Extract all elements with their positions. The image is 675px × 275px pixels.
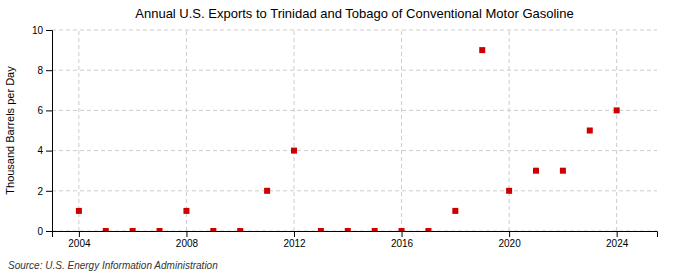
point	[291, 148, 297, 154]
y-axis-line	[46, 31, 53, 232]
tick: 0	[37, 226, 52, 237]
point	[345, 228, 351, 231]
source: Source: U.S. Energy Information Administ…	[8, 260, 218, 271]
y-grid-line	[52, 150, 657, 151]
x-grid-line	[616, 30, 617, 231]
tick-label: 2024	[606, 238, 629, 249]
tick-label: 6	[37, 105, 43, 116]
tick: 2012	[283, 231, 306, 249]
y-axis: 0 2 4 6 8 10	[32, 25, 53, 237]
point	[76, 208, 82, 214]
tick-mark	[402, 231, 403, 237]
y-grid-line	[52, 70, 657, 71]
point	[614, 107, 620, 113]
x-grid-line	[401, 30, 402, 231]
tick-label: 2008	[176, 238, 199, 249]
tick: 8	[37, 65, 52, 76]
tick-label: 2020	[498, 238, 521, 249]
chart: 2004 2008 2012 2016 2020 2024 0 2 4 6 8 10 Annual U.…	[0, 0, 675, 275]
tick-label: 10	[32, 25, 44, 36]
tick-label: 2004	[68, 238, 91, 249]
point	[264, 188, 270, 194]
tick-mark	[79, 231, 80, 237]
tick-mark	[46, 151, 52, 152]
tick-label: 2	[37, 186, 43, 197]
tick-label: 2012	[283, 238, 306, 249]
tick-mark	[46, 30, 52, 31]
point	[157, 228, 163, 231]
point	[237, 228, 243, 231]
tick: 6	[37, 105, 52, 116]
point	[587, 128, 593, 134]
x-axis: 2004 2008 2012 2016 2020 2024	[53, 231, 658, 249]
y-grid-line	[52, 30, 657, 31]
point	[130, 228, 136, 231]
x-grid-line	[509, 30, 510, 231]
point	[533, 168, 539, 174]
x-axis-line	[53, 232, 658, 238]
y-axis-title: Thousand Barrels per Day	[4, 66, 16, 195]
point	[210, 228, 216, 231]
x-grid-line	[186, 30, 187, 231]
tick: 2016	[391, 231, 414, 249]
point	[183, 208, 189, 214]
point	[425, 228, 431, 231]
x-grid-line	[78, 30, 79, 231]
tick-mark	[617, 231, 618, 237]
y-grid-line	[52, 190, 657, 191]
point	[372, 228, 378, 231]
tick: 4	[37, 145, 52, 156]
tick-mark	[46, 110, 52, 111]
title: Annual U.S. Exports to Trinidad and Toba…	[135, 6, 573, 21]
tick: 2020	[498, 231, 521, 249]
tick-label: 0	[37, 226, 43, 237]
tick-label: 4	[37, 145, 43, 156]
x-grid-line	[294, 30, 295, 231]
point	[479, 47, 485, 53]
tick-label: 2016	[391, 238, 414, 249]
tick: 2024	[606, 231, 629, 249]
tick: 2	[37, 186, 52, 197]
points	[76, 47, 620, 231]
point	[506, 188, 512, 194]
point	[318, 228, 324, 231]
y-grid-line	[52, 110, 657, 111]
tick-mark	[46, 191, 52, 192]
point	[452, 208, 458, 214]
tick-label: 8	[37, 65, 43, 76]
point	[399, 228, 405, 231]
tick-mark	[294, 231, 295, 237]
point	[103, 228, 109, 231]
point	[560, 168, 566, 174]
tick: 2004	[68, 231, 91, 249]
tick-mark	[186, 231, 187, 237]
tick: 2008	[176, 231, 199, 249]
tick: 10	[32, 25, 52, 36]
tick-mark	[46, 231, 52, 232]
tick-mark	[46, 70, 52, 71]
tick-mark	[509, 231, 510, 237]
grid	[52, 30, 657, 231]
